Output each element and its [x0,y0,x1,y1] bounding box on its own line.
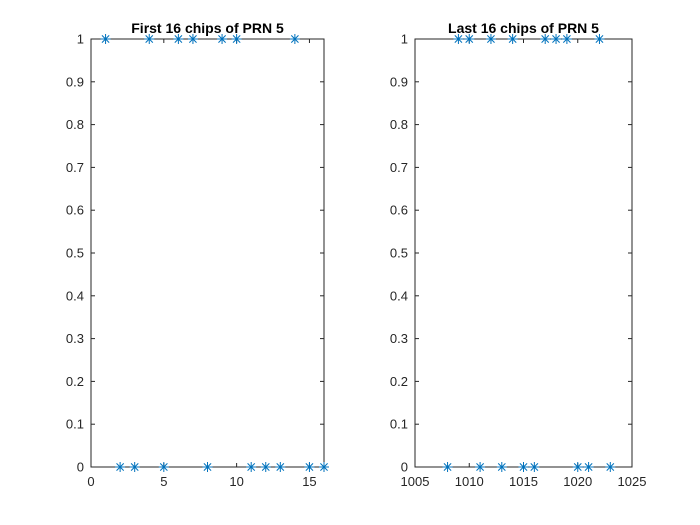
data-point [289,34,300,44]
x-tick-label: 1015 [509,474,538,489]
y-tick-label: 0.4 [390,288,408,303]
y-tick-label: 0.3 [390,331,408,346]
y-tick-label: 1 [401,32,408,47]
y-tick-label: 0.6 [390,203,408,218]
axes-box [414,38,633,468]
data-point [173,34,184,44]
y-tick-label: 0.1 [66,417,84,432]
data-point [551,34,562,44]
data-point [246,462,257,472]
y-tick-label: 0.3 [66,331,84,346]
data-point [144,34,155,44]
data-point [442,462,453,472]
y-tick-label: 1 [77,32,84,47]
data-point [319,462,329,472]
data-point [100,34,111,44]
data-point [202,462,213,472]
y-tick-label: 0.6 [66,203,84,218]
y-tick-label: 0.9 [390,74,408,89]
data-point [115,462,126,472]
y-tick-label: 0.5 [390,246,408,261]
data-point [475,462,486,472]
y-tick-label: 0.7 [66,160,84,175]
data-point [561,34,572,44]
data-point [485,34,496,44]
data-point [217,34,228,44]
data-point [464,34,475,44]
data-point [594,34,605,44]
y-tick-label: 0 [401,460,408,475]
x-tick-label: 10 [229,474,243,489]
x-tick-label: 15 [302,474,316,489]
data-point [231,34,242,44]
x-tick-label: 1005 [401,474,430,489]
data-point [304,462,315,472]
x-tick-label: 1020 [563,474,592,489]
subplot-1: First 16 chips of PRN 5 0 5 10 15 0 0.1 0.2 0.3 0… [66,20,329,489]
y-tick-label: 0.2 [66,374,84,389]
data-point [572,462,583,472]
y-tick-label: 0.8 [66,117,84,132]
data-point [496,462,507,472]
data-point [158,462,169,472]
data-point [260,462,271,472]
data-point [129,462,140,472]
x-tick-label: 0 [87,474,94,489]
y-tick-label: 0.9 [66,74,84,89]
data-point [583,462,594,472]
data-point [605,462,616,472]
y-tick-label: 0.1 [390,417,408,432]
data-point [529,462,540,472]
data-point [507,34,518,44]
data-point [453,34,464,44]
y-tick-label: 0.8 [390,117,408,132]
data-point [275,462,286,472]
chart-title: First 16 chips of PRN 5 [131,20,284,36]
y-tick-label: 0.7 [390,160,408,175]
x-tick-label: 1025 [618,474,647,489]
axes-box [90,38,325,468]
data-point [540,34,551,44]
y-tick-label: 0.5 [66,246,84,261]
data-point [187,34,198,44]
x-tick-label: 5 [160,474,167,489]
y-tick-label: 0 [77,460,84,475]
data-point [518,462,529,472]
x-tick-label: 1010 [455,474,484,489]
y-tick-label: 0.2 [390,374,408,389]
chart-title: Last 16 chips of PRN 5 [448,20,599,36]
y-tick-label: 0.4 [66,288,84,303]
